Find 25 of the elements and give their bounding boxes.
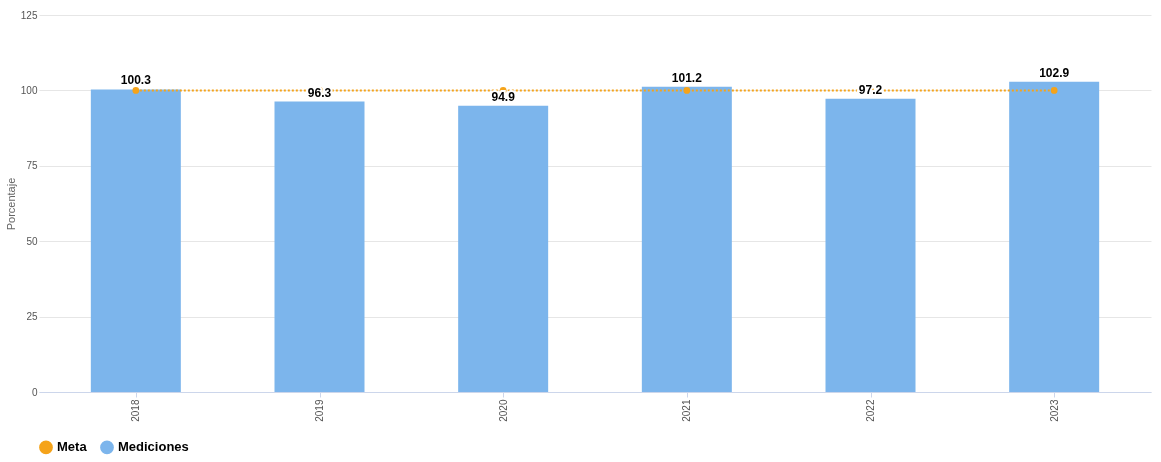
y-tick-label: 25 [26, 311, 38, 323]
legend-label: Mediciones [118, 439, 189, 455]
x-tick-label: 2023 [1048, 399, 1060, 422]
x-tick-label: 2021 [681, 399, 693, 422]
x-tick-label: 2022 [865, 399, 876, 422]
data-label: 94.9 [491, 89, 516, 104]
y-axis-title: Porcentaje [4, 177, 17, 231]
data-label: 101.2 [671, 70, 703, 85]
x-tick-label: 2018 [130, 399, 142, 422]
legend-label: Meta [57, 439, 88, 455]
bar [274, 101, 365, 392]
y-tick-label: 50 [26, 235, 38, 247]
data-label: 102.9 [1039, 65, 1070, 80]
x-tick-label: 2020 [497, 399, 509, 422]
bar [825, 98, 916, 392]
y-tick-label: 0 [31, 386, 38, 398]
bar [641, 86, 732, 392]
y-tick-label: 75 [26, 160, 38, 172]
y-tick-label: 100 [20, 84, 38, 96]
x-tick-label: 2019 [314, 399, 325, 422]
bar [458, 105, 549, 392]
y-tick-label: 125 [20, 9, 38, 21]
bar [90, 89, 181, 392]
data-label: 100.3 [120, 73, 152, 88]
bar [1009, 81, 1100, 392]
